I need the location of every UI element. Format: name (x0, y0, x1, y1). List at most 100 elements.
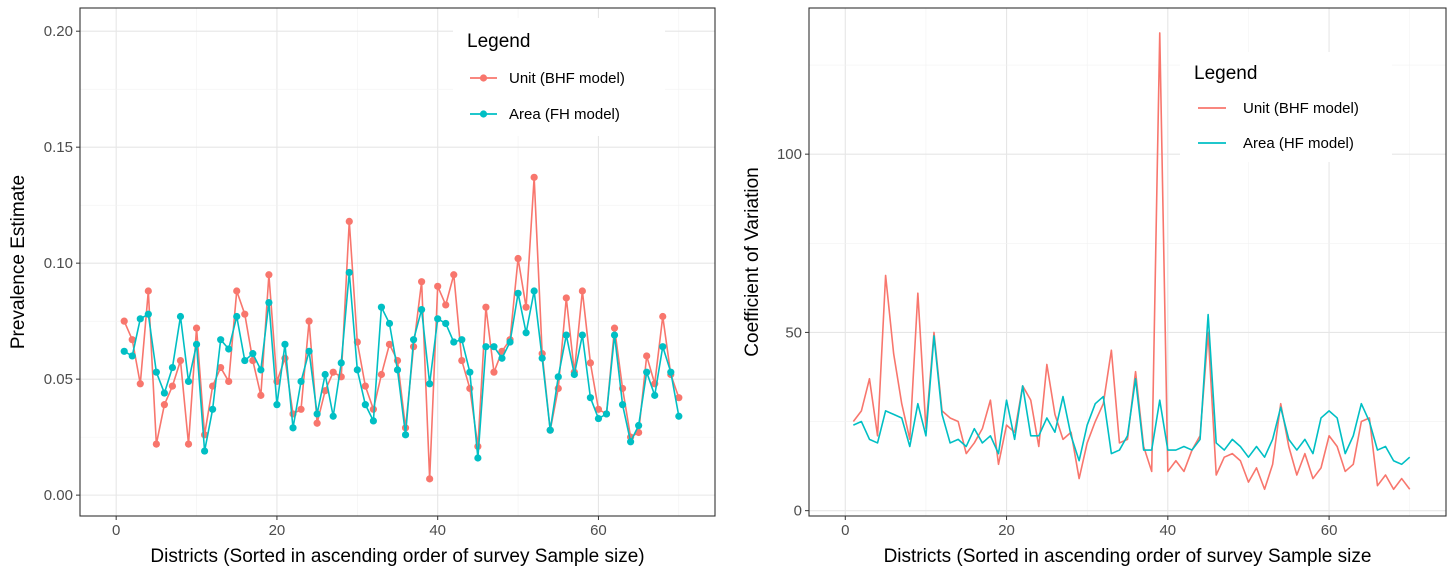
data-point (514, 289, 522, 297)
legend-key-point (479, 110, 488, 118)
data-point (136, 380, 144, 388)
legend-item: Unit (BHF model) (1198, 100, 1359, 117)
x-tick-label: 40 (1159, 522, 1176, 539)
data-point (305, 317, 313, 325)
data-point (120, 317, 128, 325)
axes: 0 20 40 60 0.00 0.05 0.10 0.15 0.20 (44, 23, 607, 539)
data-point (176, 312, 185, 321)
data-point (217, 336, 225, 344)
legend-label: Unit (BHF model) (509, 70, 625, 87)
data-point (602, 410, 611, 418)
data-point (209, 405, 217, 413)
data-point (128, 352, 136, 360)
series-1 (120, 268, 683, 462)
data-point (241, 310, 249, 318)
data-point (522, 329, 530, 337)
legend-label: Unit (BHF model) (1243, 100, 1359, 117)
x-tick-label: 0 (841, 522, 849, 539)
data-point (659, 312, 667, 321)
data-point (273, 401, 281, 409)
data-point (321, 387, 329, 395)
data-point (385, 319, 394, 328)
data-point (522, 303, 530, 311)
series-line (123, 271, 680, 459)
legend: Legend Unit (BHF model) Area (HF model) (1180, 52, 1392, 162)
x-axis-title: Districts (Sorted in ascending order of … (150, 546, 644, 567)
data-point (401, 431, 410, 439)
data-point (578, 287, 586, 295)
data-point (434, 282, 442, 290)
data-point (152, 440, 160, 448)
panel-border (808, 7, 1447, 517)
prevalence-estimate-chart: 0 20 40 60 0.00 0.05 0.10 0.15 0.20 Districts (So… (8, 7, 716, 567)
data-point (353, 366, 361, 374)
data-point (144, 310, 152, 318)
data-point (281, 340, 289, 348)
data-point (610, 324, 619, 332)
data-point (329, 412, 337, 420)
data-point (618, 401, 627, 409)
data-point (514, 254, 522, 263)
data-point (450, 271, 458, 279)
data-point (635, 421, 643, 430)
data-point (168, 382, 177, 390)
data-point (257, 366, 265, 374)
data-point (225, 345, 233, 353)
data-point (144, 287, 152, 295)
data-point (643, 352, 651, 360)
y-tick-label: 0.15 (44, 139, 73, 156)
data-point (675, 394, 683, 402)
coefficient-of-variation-chart: 0 20 40 60 0 50 100 Districts (Sorted in ascend… (742, 7, 1447, 567)
y-tick-label: 0.10 (44, 255, 73, 272)
data-point (345, 217, 353, 226)
data-point (562, 331, 570, 339)
data-point (418, 278, 426, 286)
data-point (643, 368, 651, 376)
data-point (450, 338, 458, 346)
data-point (297, 405, 305, 413)
data-point (426, 380, 434, 388)
data-point (594, 414, 603, 423)
data-point (233, 287, 241, 295)
data-point (385, 340, 394, 348)
data-point (192, 324, 201, 332)
data-point (313, 410, 321, 418)
data-point (313, 419, 321, 427)
data-point (297, 377, 305, 386)
y-tick-label: 0.00 (44, 487, 73, 504)
data-point (546, 426, 554, 434)
legend-title: Legend (467, 31, 530, 52)
legend-item: Area (HF model) (1198, 135, 1354, 152)
data-point (192, 340, 201, 348)
data-point (418, 305, 426, 314)
data-point (627, 438, 635, 446)
data-point (337, 359, 345, 367)
data-point (152, 368, 160, 376)
data-point (498, 354, 506, 362)
data-point (241, 356, 249, 365)
data-point (594, 405, 603, 413)
data-point (369, 417, 377, 425)
data-point (610, 331, 619, 339)
data-point (482, 343, 490, 351)
data-point (225, 377, 233, 386)
data-point (442, 301, 450, 309)
data-point (176, 356, 185, 365)
legend-label: Area (HF model) (1243, 135, 1354, 152)
y-tick-label: 50 (785, 324, 802, 341)
data-point (136, 315, 144, 323)
y-tick-label: 0.05 (44, 371, 73, 388)
data-point (257, 391, 265, 399)
data-point (434, 315, 442, 323)
data-point (490, 343, 498, 351)
x-tick-label: 20 (269, 522, 286, 539)
data-point (128, 336, 136, 344)
data-point (184, 377, 193, 386)
data-point (345, 268, 353, 277)
data-point (249, 350, 257, 358)
y-tick-label: 0 (794, 503, 802, 520)
data-point (321, 370, 329, 379)
data-point (466, 368, 474, 376)
data-point (586, 359, 595, 367)
data-point (265, 298, 273, 307)
